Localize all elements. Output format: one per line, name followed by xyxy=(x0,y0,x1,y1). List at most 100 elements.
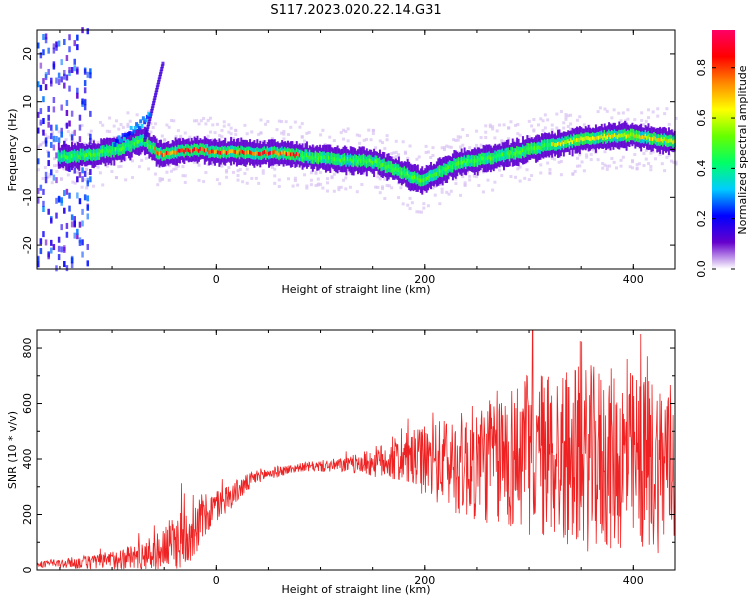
spectrogram-band-core xyxy=(653,135,656,140)
spectrogram-halo-cell xyxy=(286,133,290,137)
spectrogram-noise-cell xyxy=(39,247,43,254)
spectrogram-noise-cell xyxy=(65,99,69,106)
spectrogram-halo-cell xyxy=(589,158,593,162)
spectrogram-halo-cell xyxy=(578,153,582,157)
spectrogram-halo-cell xyxy=(573,169,577,173)
spectrogram-x-label: Height of straight line (km) xyxy=(281,283,430,296)
spectrogram-halo-cell xyxy=(642,123,646,127)
spectrogram-streak-cell xyxy=(160,64,164,69)
spectrogram-halo-cell xyxy=(202,116,206,120)
spectrogram-halo-cell xyxy=(87,171,91,175)
spectrogram-halo-cell xyxy=(546,161,550,165)
spectrogram-halo-cell xyxy=(234,129,238,133)
spectrogram-halo-cell xyxy=(140,158,144,162)
spectrogram-band-core xyxy=(561,140,564,145)
spectrogram-halo-cell xyxy=(211,123,215,127)
spectrogram-band-core xyxy=(448,164,451,168)
spectrogram-halo-cell xyxy=(442,148,446,152)
spectrogram-halo-cell xyxy=(502,123,506,127)
spectrogram-noise-cell xyxy=(63,82,66,89)
spectrogram-halo-cell xyxy=(543,113,547,117)
spectrogram-band-core xyxy=(162,152,165,157)
spectrogram-halo-cell xyxy=(493,180,497,184)
spectrogram-halo-cell xyxy=(403,150,407,154)
spectrogram-halo-cell xyxy=(126,124,130,128)
spectrogram-band-core xyxy=(342,157,345,162)
spectrogram-halo-cell xyxy=(431,153,435,157)
spectrogram-halo-cell xyxy=(245,181,249,185)
spectrogram-halo-cell xyxy=(649,168,653,172)
spectrogram-noise-cell xyxy=(47,208,50,215)
spectrogram-halo-cell xyxy=(472,174,476,178)
spectrogram-halo-cell xyxy=(284,120,288,124)
spectrogram-halo-cell xyxy=(225,175,229,179)
spectrogram-band-core xyxy=(492,156,495,161)
snr-x-tick-label: 200 xyxy=(414,574,435,587)
spectrogram-halo-cell xyxy=(449,189,453,193)
spectrogram-halo-cell xyxy=(57,130,61,134)
spectrogram-halo-cell xyxy=(555,112,559,116)
spectrogram-halo-cell xyxy=(468,146,472,150)
spectrogram-halo-cell xyxy=(282,137,286,141)
spectrogram-band-core xyxy=(345,159,348,163)
spectrogram-band-core xyxy=(405,172,408,177)
spectrogram-noise-cell xyxy=(70,110,74,117)
spectrogram-noise-cell xyxy=(55,77,58,84)
spectrogram-band-core xyxy=(346,157,349,161)
spectrogram-noise-cell xyxy=(86,260,90,267)
spectrogram-halo-cell xyxy=(539,117,543,121)
spectrogram-halo-cell xyxy=(218,134,222,138)
spectrogram-noise-cell xyxy=(55,265,58,272)
spectrogram-noise-cell xyxy=(60,199,63,206)
spectrogram-halo-cell xyxy=(37,168,40,172)
spectrogram-noise-cell xyxy=(37,81,40,88)
spectrogram-band-core xyxy=(73,153,76,157)
spectrogram-streak-cell xyxy=(120,138,124,143)
spectrogram-noise-cell xyxy=(44,140,48,147)
spectrogram-band-core xyxy=(364,159,367,163)
spectrogram-band-core xyxy=(494,154,497,159)
spectrogram-halo-cell xyxy=(309,178,313,182)
spectrogram-band-core xyxy=(219,151,222,155)
spectrogram-band-core xyxy=(619,133,622,138)
spectrogram-halo-cell xyxy=(277,119,281,123)
spectrogram-halo-cell xyxy=(640,118,644,122)
colorbar-label: Normalized spectral amplitude xyxy=(736,65,749,234)
spectrogram-halo-cell xyxy=(484,130,488,134)
spectrogram-band-core xyxy=(393,167,396,172)
spectrogram-band-core xyxy=(320,155,323,160)
spectrogram-halo-cell xyxy=(325,177,329,181)
spectrogram-noise-cell xyxy=(44,33,48,40)
spectrogram-noise-cell xyxy=(65,231,69,238)
spectrogram-band-core xyxy=(335,157,338,162)
spectrogram-halo-cell xyxy=(663,169,667,173)
colorbar-tick-label: 0.2 xyxy=(695,210,708,228)
spectrogram-band-core xyxy=(314,154,317,159)
spectrogram-halo-cell xyxy=(144,156,148,160)
spectrogram-noise-cell xyxy=(89,72,92,79)
spectrogram-halo-cell xyxy=(275,128,279,132)
spectrogram-noise-cell xyxy=(78,124,82,131)
spectrogram-halo-cell xyxy=(192,119,196,123)
spectrogram-halo-cell xyxy=(465,170,469,174)
spectrogram-band-core xyxy=(411,175,414,180)
spectrogram-band-core xyxy=(307,155,310,160)
spectrogram-halo-cell xyxy=(358,134,362,138)
spectrogram-band-core xyxy=(610,133,613,138)
snr-y-tick-label: 200 xyxy=(21,504,34,525)
spectrogram-halo-cell xyxy=(509,120,513,124)
spectrogram-band-core xyxy=(63,153,66,158)
spectrogram-noise-cell xyxy=(50,239,53,246)
spectrogram-halo-cell xyxy=(637,162,641,166)
spectrogram-noise-cell xyxy=(52,244,56,251)
snr-y-tick-label: 400 xyxy=(21,449,34,470)
spectrogram-y-tick-label: -10 xyxy=(21,188,34,206)
spectrogram-halo-cell xyxy=(231,137,235,141)
spectrogram-halo-cell xyxy=(280,131,284,135)
spectrogram-band-core xyxy=(113,149,116,154)
spectrogram-band-core xyxy=(244,151,247,156)
spectrogram-halo-cell xyxy=(663,112,667,116)
spectrogram-halo-cell xyxy=(48,135,52,139)
spectrogram-streak-cell xyxy=(148,113,152,118)
spectrogram-halo-cell xyxy=(165,123,169,127)
